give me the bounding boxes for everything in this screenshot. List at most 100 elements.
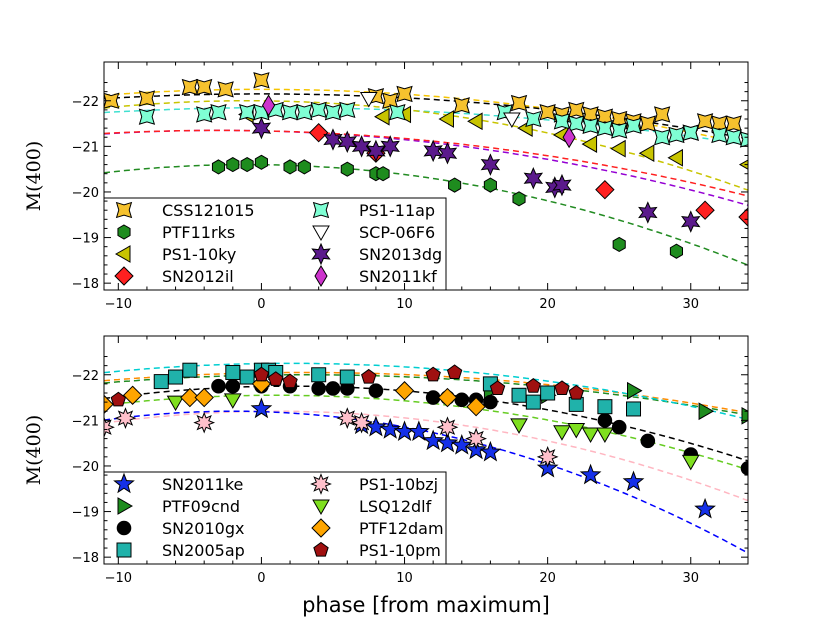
y-tick-label: −21 [72,140,99,155]
series-sn2011kf [261,94,576,149]
fit-curve-sn2012il [104,129,748,197]
point-ptf11rks [211,159,226,175]
legend-marker-sn2011ke [113,472,135,494]
point-ps1-11ap [339,101,356,119]
legend-marker-sn2005ap [116,542,132,558]
point-ps1-11ap [653,129,671,146]
point-scp-06f6 [503,112,521,129]
point-ps1-11ap [210,103,227,121]
point-css121015 [217,81,234,98]
point-ptf11rks [226,157,240,173]
point-ps1-10pm [110,391,127,407]
point-css121015 [539,103,556,121]
fit-curve-css121015 [104,88,748,146]
point-sn2010gx [640,433,656,449]
point-sn2010gx [368,383,384,399]
top-y-axis-label: M(400) [23,141,45,212]
point-lsq12dlf [510,418,528,434]
point-ps1-11ap [296,103,313,121]
legend-label-sn2012il: SN2012il [162,267,234,286]
point-ps1-10ky [467,112,483,131]
point-ptf11rks [669,243,684,259]
point-sn2011kf [562,126,576,149]
fit-curve-sn2011ke [104,410,748,554]
point-ps1-11ap [525,110,542,128]
legend-label-sn2013dg: SN2013dg [359,245,442,264]
point-css121015 [568,101,585,119]
point-ps1-10ky [667,148,683,167]
point-ps1-11ap [582,117,599,135]
y-tick-label: −18 [72,277,99,292]
point-sn2005ap [540,385,556,401]
point-sn2012il [738,207,748,227]
point-sn2011ke [379,418,402,439]
x-tick-label: 10 [396,571,413,586]
point-ptf11rks [612,236,626,252]
legend-frame [103,197,447,291]
point-sn2010gx [325,381,341,396]
y-tick-label: −18 [72,551,99,566]
legend-label-ps1-10pm: PS1-10pm [359,541,441,560]
bottom-legend: SN2011ke PTF09cnd SN2010gx SN2005ap PS1-10bz… [103,471,447,565]
legend-label-sn2011kf: SN2011kf [359,267,437,286]
point-sn2013dg [638,201,658,224]
y-tick-label: −19 [72,506,99,521]
series-ps1-10bzj [104,407,559,468]
point-ptf11rks [297,159,311,175]
point-sn2005ap [597,399,613,415]
point-lsq12dlf [166,395,185,412]
x-tick-label: 20 [539,571,556,586]
legend-marker-sn2010gx [116,520,132,536]
point-css121015 [711,115,728,132]
point-ps1-10pm [554,380,570,396]
point-ps1-11ap [625,117,642,135]
point-ps1-11ap [611,122,628,139]
legend-label-css121015: CSS121015 [162,201,255,220]
point-sn2013dg [351,135,372,158]
bottom-plot-content [104,362,748,554]
point-sn2010gx [611,419,627,435]
x-tick-label: 0 [257,571,265,586]
legend-marker-ptf09cnd [117,497,134,515]
series-ps1-10pm [110,364,584,407]
legend-label-scp-06f6: SCP-06F6 [359,223,435,242]
point-ps1-11ap [725,129,742,146]
point-css121015 [510,94,528,112]
point-sn2011kf [261,94,276,117]
point-css121015 [696,113,714,130]
series-ptf11rks [211,154,684,259]
point-sn2011ke [479,440,502,462]
top-plot-content [104,72,748,266]
point-ptf12dam [104,394,114,415]
point-ps1-10bzj [104,416,115,439]
point-ps1-10pm [489,380,506,396]
point-ps1-11ap [553,113,571,130]
point-ps1-10pm [361,368,377,384]
point-ptf11rks [512,191,526,207]
point-ptf12dam [180,387,200,408]
point-sn2011ke [694,497,716,519]
point-ps1-11ap [196,106,213,123]
legend-marker-ps1-10bzj [310,473,332,495]
point-sn2013dg [423,139,443,163]
point-sn2010gx [740,460,748,476]
point-ptf11rks [240,157,254,173]
legend-marker-ps1-10ky [114,245,131,263]
point-sn2013dg [681,210,701,233]
point-sn2011ke [250,397,273,419]
point-css121015 [196,78,213,96]
point-ptf12dam [394,381,415,401]
point-ps1-10bzj [465,427,487,450]
point-ps1-10ky [638,144,655,163]
point-css121015 [253,72,270,89]
top-legend: CSS121015 PTF11rks PS1-10ky SN2012il PS1-11a… [103,197,447,291]
point-sn2011ke [422,429,445,451]
point-lsq12dlf [581,427,600,444]
point-sn2005ap [339,369,355,385]
fit-curve-ptf09cnd [104,374,748,416]
point-css121015 [653,106,671,123]
legend-marker-lsq12dlf [312,499,330,516]
point-ps1-10ky [738,159,748,170]
point-sn2010gx [225,378,241,394]
